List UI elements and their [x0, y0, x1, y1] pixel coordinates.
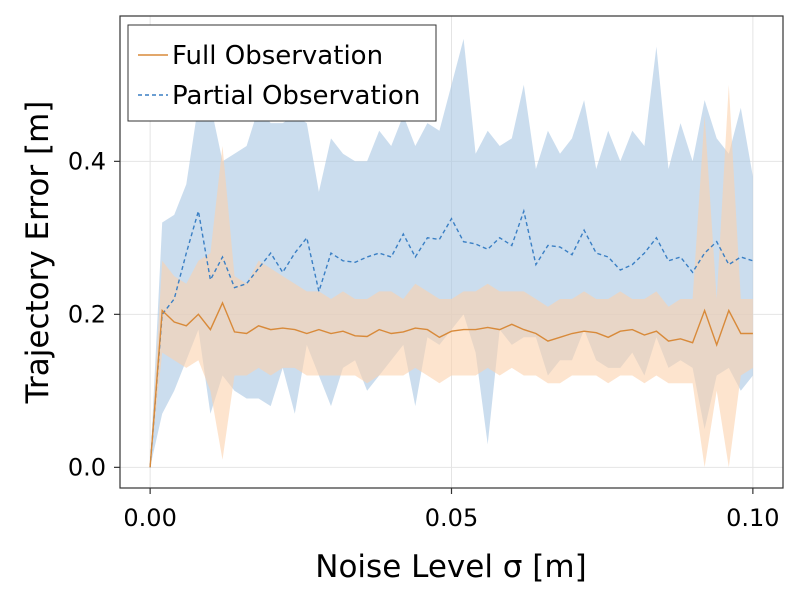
y-tick-label: 0.2	[68, 300, 106, 328]
legend-items: Full Observation Partial Observation	[138, 41, 420, 111]
legend: Full Observation Partial Observation	[127, 24, 437, 122]
legend-label: Full Observation	[172, 41, 383, 71]
legend-box	[127, 24, 437, 122]
x-tick-label: 0.10	[726, 504, 779, 532]
y-tick-label: 0.0	[68, 453, 106, 481]
axis-ticks: 0.00 0.05 0.10 0.0 0.2 0.4	[68, 147, 780, 532]
x-axis-title: Noise Level σ [m]	[315, 549, 586, 585]
mean-lines	[149, 208, 754, 468]
x-tick-label: 0.00	[123, 504, 176, 532]
error-bands	[150, 38, 753, 468]
band-full-observation	[150, 84, 753, 468]
legend-label: Partial Observation	[172, 81, 420, 111]
y-axis-title: Trajectory Error [m]	[20, 101, 56, 405]
line-partial-observation	[149, 208, 754, 468]
line-full-observation	[149, 301, 753, 468]
x-tick-label: 0.05	[425, 504, 478, 532]
y-tick-label: 0.4	[68, 147, 106, 175]
